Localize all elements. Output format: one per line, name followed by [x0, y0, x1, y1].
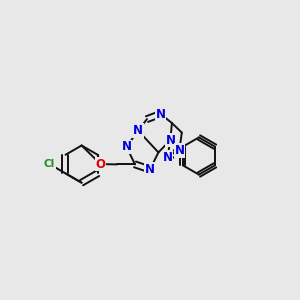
Text: N: N	[155, 107, 166, 121]
Text: N: N	[162, 151, 172, 164]
Text: Cl: Cl	[44, 159, 55, 169]
Text: N: N	[133, 124, 143, 137]
Text: N: N	[122, 140, 132, 154]
Text: N: N	[145, 163, 155, 176]
Text: N: N	[165, 134, 176, 147]
Text: O: O	[95, 158, 106, 171]
Text: N: N	[174, 144, 184, 157]
